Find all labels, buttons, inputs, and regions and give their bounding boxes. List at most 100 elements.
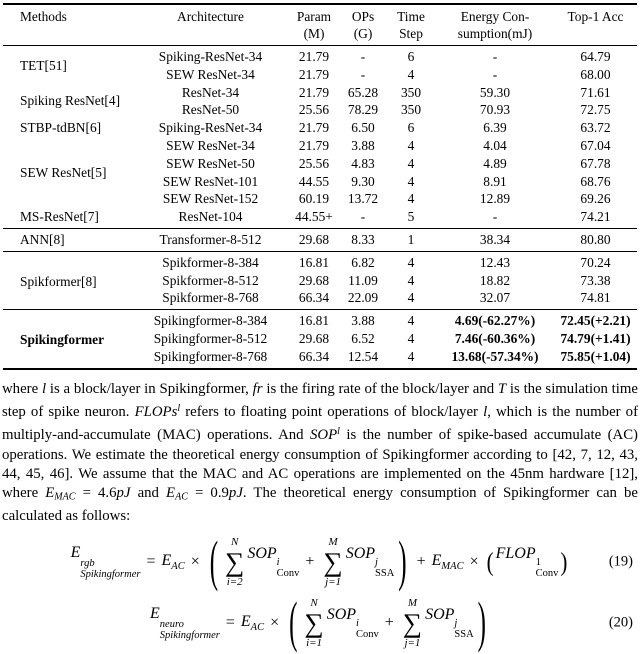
- text-segment: AC: [175, 491, 188, 503]
- table-header: Methods Architecture Param (M) OPs (G) Tim…: [3, 4, 637, 46]
- supsub-stack: neuro Spikingformer: [160, 619, 220, 641]
- ops-cell: 6.52: [351, 330, 375, 346]
- col-header-param: Param (M): [288, 4, 340, 46]
- header-label: Architecture: [177, 9, 244, 24]
- ops-cell: 65.28: [347, 84, 379, 100]
- text-segment: pJ: [228, 485, 243, 502]
- sum-lower-limit: i=1: [306, 636, 323, 649]
- header-label: Time: [397, 9, 425, 24]
- text-segment: fr: [252, 380, 263, 397]
- architecture-cell: ResNet-50: [181, 102, 240, 118]
- subscript: Spikingformer: [80, 569, 141, 581]
- math-variable: SOP: [247, 545, 277, 563]
- energy-cell: 70.93: [479, 102, 511, 118]
- sop-conv-term: SOP i Conv: [327, 606, 379, 640]
- text-segment: is the simulation time step of spike neu…: [2, 380, 638, 420]
- header-label: sumption(mJ): [457, 25, 533, 41]
- method-cell: Spikingformer: [3, 309, 133, 369]
- table-row: TET[51] Spiking-ResNet-34 21.79 - 6 - 64.79: [3, 46, 637, 73]
- header-label: Energy Con-: [460, 9, 530, 24]
- sop-conv-term: SOP i Conv: [247, 545, 299, 579]
- acc-cell: 69.26: [580, 191, 611, 207]
- supsub-stack: i Conv: [277, 557, 300, 579]
- timestep-cell: 4: [407, 137, 415, 153]
- times-sign: ×: [469, 553, 479, 571]
- header-row: Methods Architecture Param (M) OPs (G) Tim…: [3, 4, 637, 46]
- ops-cell: 78.29: [347, 102, 379, 118]
- energy-cell: 4.89: [483, 155, 507, 171]
- text-segment: is a block/layer in Spikingformer,: [46, 380, 253, 397]
- text-segment: l: [337, 426, 340, 438]
- subscript: AC: [250, 622, 265, 634]
- timestep-cell: 350: [400, 84, 422, 100]
- col-header-architecture: Architecture: [133, 4, 288, 46]
- subscript: SSA: [454, 629, 474, 641]
- table-row: ResNet-50 25.56 78.29 350 70.93 72.75: [3, 101, 637, 119]
- energy-cell: -: [492, 209, 498, 225]
- col-header-methods: Methods: [3, 4, 133, 46]
- architecture-cell: ResNet-34: [181, 84, 240, 100]
- eac-term: EAC: [241, 613, 264, 633]
- acc-cell: 74.21: [580, 209, 611, 225]
- architecture-cell: Spiking-ResNet-34: [158, 49, 263, 64]
- acc-cell: 68.00: [580, 66, 611, 82]
- equation-number: (19): [608, 553, 633, 570]
- math-variable: E: [240, 613, 251, 631]
- sop-ssa-term: SOP j SSA: [346, 545, 395, 579]
- acc-cell: 75.85(+1.04): [560, 348, 631, 364]
- superscript: j: [454, 618, 458, 630]
- table-row: SEW ResNet-34 21.79 - 4 - 68.00: [3, 66, 637, 84]
- supsub-stack: i Conv: [356, 618, 379, 640]
- timestep-cell: 4: [407, 290, 415, 306]
- energy-cell: 38.34: [436, 227, 554, 252]
- text-segment: where: [2, 380, 42, 397]
- eac-term: EAC: [162, 552, 185, 572]
- ops-cell: -: [360, 209, 366, 225]
- ops-cell: -: [360, 49, 366, 64]
- emac-term: EMAC: [432, 552, 464, 572]
- sigma-symbol: ∑: [402, 607, 423, 638]
- param-cell: 16.81: [288, 309, 340, 330]
- right-paren: ): [560, 546, 568, 577]
- table-row: SEW ResNet-152 60.19 13.72 4 12.89 69.26: [3, 190, 637, 208]
- acc-cell: 68.76: [580, 173, 611, 189]
- param-cell: 29.68: [298, 272, 330, 288]
- header-label: OPs: [351, 9, 375, 24]
- table-row: ANN[8] Transformer-8-512 29.68 8.33 1 38.34 80…: [3, 227, 637, 252]
- architecture-cell: ResNet-104: [178, 209, 243, 225]
- math-variable: E: [150, 605, 160, 623]
- param-cell: 66.34: [298, 348, 330, 364]
- supsub-stack: j SSA: [375, 557, 394, 579]
- energy-cell: 6.39: [483, 120, 507, 136]
- energy-cell: 12.89: [479, 191, 511, 207]
- acc-cell: 71.61: [580, 84, 611, 100]
- subscript: Conv: [276, 568, 300, 580]
- table-row: Spikingformer Spikingformer-8-384 16.81 3.8…: [3, 309, 637, 369]
- math-variable: SOP: [425, 606, 455, 624]
- table-row: Spikformer-8-512 29.68 11.09 4 18.82 73.38: [3, 272, 637, 290]
- architecture-cell: Spikingformer-8-768: [153, 348, 268, 364]
- param-cell: 44.55: [298, 173, 330, 189]
- param-cell: 29.68: [298, 330, 330, 346]
- timestep-cell: 6: [407, 120, 415, 136]
- table-row: STBP-tdBN[6] Spiking-ResNet-34 21.79 6.50 6 6…: [3, 119, 637, 137]
- superscript: i: [276, 557, 280, 569]
- sigma-symbol: ∑: [323, 546, 343, 577]
- param-cell: 60.19: [298, 191, 330, 207]
- architecture-cell: Spikingformer-8-384: [133, 309, 288, 330]
- energy-cell: 32.07: [479, 290, 511, 306]
- table-row: Spikformer[8] Spikformer-8-384 16.81 6.82 4 1…: [3, 250, 637, 310]
- param-cell: 21.79: [298, 66, 330, 82]
- ops-cell: 9.30: [351, 173, 375, 189]
- acc-cell: 74.79(+1.41): [560, 330, 631, 346]
- table-row: Spikingformer-8-768 66.34 12.54 4 13.68(-57.…: [3, 348, 637, 369]
- architecture-cell: SEW ResNet-152: [162, 191, 259, 207]
- math-variable: SOP: [345, 545, 376, 563]
- big-left-paren: (: [289, 592, 298, 654]
- energy-cell: -: [492, 66, 498, 82]
- energy-cell: 4.69(-62.27%): [436, 309, 554, 330]
